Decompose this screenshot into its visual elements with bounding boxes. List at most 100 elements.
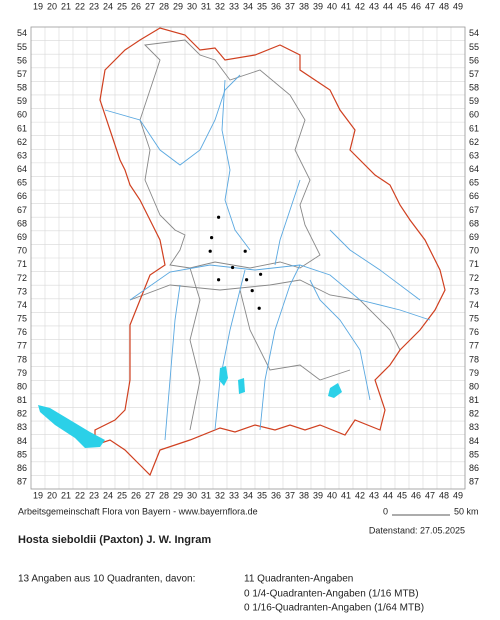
occurrence-dot [208, 249, 212, 253]
y-label: 65 [469, 178, 479, 188]
y-label: 54 [469, 28, 479, 38]
river [221, 79, 251, 251]
y-label: 69 [469, 232, 479, 242]
y-label: 60 [17, 110, 27, 120]
x-label: 48 [439, 1, 449, 11]
x-label: 47 [425, 1, 435, 11]
x-label: 24 [103, 1, 113, 11]
x-label: 45 [397, 1, 407, 11]
summary-line: 0 1/4-Quadranten-Angaben (1/16 MTB) [244, 589, 419, 600]
x-label: 40 [327, 490, 337, 500]
y-label: 64 [469, 164, 479, 174]
y-label: 58 [469, 83, 479, 93]
y-label: 63 [17, 150, 27, 160]
y-label: 73 [17, 286, 27, 296]
y-label: 85 [469, 449, 479, 459]
river [274, 179, 301, 266]
y-label: 81 [469, 395, 479, 405]
lake [238, 378, 245, 394]
district-borders [189, 267, 201, 431]
x-label: 40 [327, 1, 337, 11]
y-label: 85 [17, 449, 27, 459]
y-label: 81 [17, 395, 27, 405]
x-label: 44 [383, 1, 393, 11]
x-label: 30 [187, 1, 197, 11]
y-label: 57 [469, 69, 479, 79]
y-label: 71 [469, 259, 479, 269]
y-label: 71 [17, 259, 27, 269]
y-label: 84 [469, 436, 479, 446]
date: Datenstand: 27.05.2025 [369, 525, 465, 535]
credit: Arbeitsgemeinschaft Flora von Bayern - w… [18, 506, 258, 516]
y-label: 72 [469, 273, 479, 283]
x-label: 49 [453, 1, 463, 11]
y-label: 68 [469, 218, 479, 228]
y-label: 66 [469, 191, 479, 201]
y-label: 75 [469, 314, 479, 324]
x-label: 35 [257, 1, 267, 11]
occurrence-dot [210, 236, 214, 240]
y-label: 68 [17, 218, 27, 228]
district-borders [139, 39, 321, 269]
x-label: 38 [299, 1, 309, 11]
y-label: 61 [17, 123, 27, 133]
scale-end: 50 km [454, 506, 479, 516]
x-label: 24 [103, 490, 113, 500]
y-label: 73 [469, 286, 479, 296]
y-label: 57 [17, 69, 27, 79]
x-label: 21 [61, 1, 71, 11]
x-label: 43 [369, 1, 379, 11]
y-label: 78 [469, 354, 479, 364]
y-label: 65 [17, 178, 27, 188]
x-label: 45 [397, 490, 407, 500]
x-label: 43 [369, 490, 379, 500]
y-label: 77 [17, 341, 27, 351]
x-label: 23 [89, 490, 99, 500]
x-label: 33 [229, 490, 239, 500]
y-label: 72 [17, 273, 27, 283]
grid [31, 27, 466, 490]
y-label: 75 [17, 314, 27, 324]
occurrence-dot [245, 278, 249, 282]
river [164, 284, 181, 441]
x-label: 39 [313, 490, 323, 500]
summary-line: 11 Quadranten-Angaben [244, 574, 353, 585]
x-label: 27 [145, 490, 155, 500]
y-label: 87 [469, 477, 479, 487]
district-borders [129, 279, 401, 351]
x-label: 44 [383, 490, 393, 500]
x-label: 27 [145, 1, 155, 11]
y-label: 76 [17, 327, 27, 337]
river [259, 264, 301, 431]
x-label: 29 [173, 1, 183, 11]
river [329, 229, 421, 301]
frame [30, 26, 466, 490]
y-label: 54 [17, 28, 27, 38]
y-label: 77 [469, 341, 479, 351]
x-label: 22 [75, 1, 85, 11]
river [104, 74, 241, 166]
x-label: 26 [131, 1, 141, 11]
y-label: 78 [17, 354, 27, 364]
summary-total: 13 Angaben aus 10 Quadranten, davon: [18, 574, 195, 585]
y-label: 74 [469, 300, 479, 310]
y-label: 66 [17, 191, 27, 201]
x-label: 31 [201, 490, 211, 500]
y-label: 59 [469, 96, 479, 106]
x-label: 49 [453, 490, 463, 500]
x-label: 38 [299, 490, 309, 500]
x-label: 32 [215, 1, 225, 11]
x-label: 25 [117, 490, 127, 500]
y-label: 86 [17, 463, 27, 473]
y-label: 56 [469, 55, 479, 65]
y-label: 59 [17, 96, 27, 106]
y-label: 55 [17, 42, 27, 52]
y-label: 83 [17, 422, 27, 432]
occurrence-dot [257, 306, 261, 310]
x-label: 48 [439, 490, 449, 500]
x-label: 29 [173, 490, 183, 500]
y-label: 79 [17, 368, 27, 378]
x-label: 34 [243, 490, 253, 500]
